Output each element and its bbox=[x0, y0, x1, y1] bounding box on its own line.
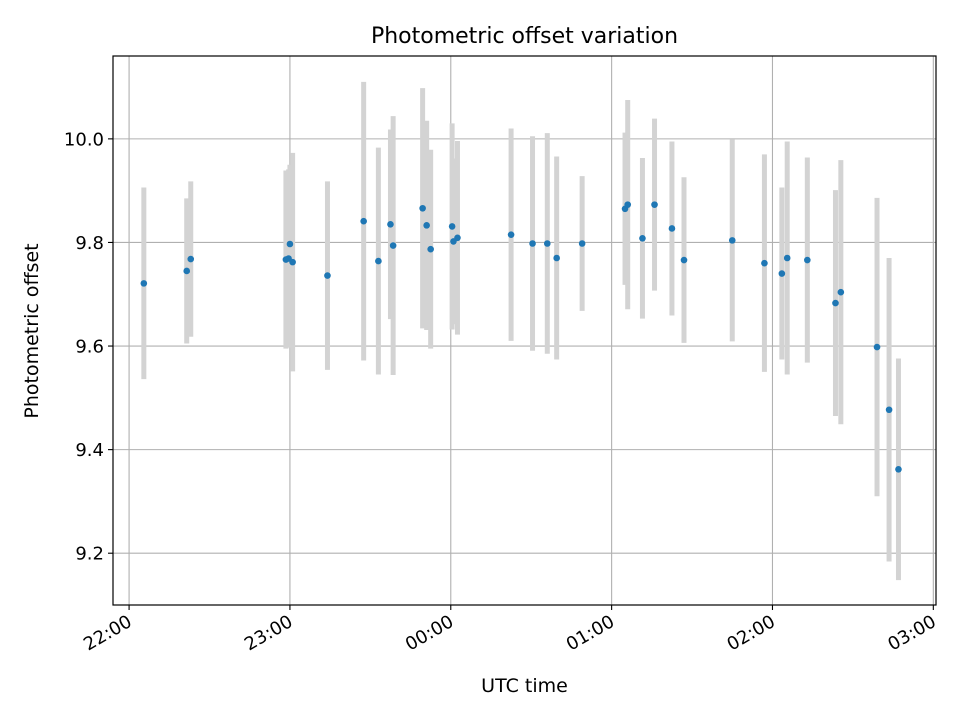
data-point bbox=[286, 240, 294, 248]
data-point bbox=[680, 256, 688, 264]
y-axis-label: Photometric offset bbox=[21, 243, 43, 418]
data-point bbox=[783, 254, 791, 262]
data-point bbox=[387, 221, 394, 228]
data-point bbox=[837, 288, 845, 296]
data-point bbox=[423, 222, 430, 229]
data-point bbox=[187, 255, 195, 263]
data-point bbox=[419, 204, 426, 212]
data-point bbox=[448, 223, 456, 230]
data-point bbox=[389, 242, 397, 249]
y-tick-label: 9.6 bbox=[75, 337, 104, 358]
y-tick-label: 10.0 bbox=[64, 129, 104, 150]
chart-title: Photometric offset variation bbox=[371, 24, 678, 49]
data-point bbox=[507, 231, 515, 238]
data-point bbox=[543, 240, 551, 247]
data-point bbox=[624, 201, 632, 208]
data-point bbox=[668, 225, 676, 232]
data-point bbox=[639, 235, 646, 242]
y-axis: 9.2 9.4 9.6 9.8 10.0 bbox=[64, 129, 113, 565]
data-points bbox=[140, 201, 902, 473]
data-point bbox=[454, 234, 461, 242]
data-point bbox=[375, 257, 382, 265]
y-tick-label: 9.2 bbox=[75, 544, 104, 565]
data-point bbox=[832, 299, 839, 307]
data-point bbox=[140, 280, 148, 287]
data-point bbox=[427, 245, 434, 253]
data-point bbox=[289, 258, 296, 266]
data-point bbox=[529, 240, 536, 247]
x-axis-label: UTC time bbox=[481, 675, 568, 697]
data-point bbox=[895, 466, 902, 473]
data-point bbox=[578, 240, 586, 247]
y-tick-label: 9.8 bbox=[75, 233, 104, 254]
data-point bbox=[651, 201, 658, 208]
data-point bbox=[873, 343, 881, 351]
y-tick-label: 9.4 bbox=[75, 440, 104, 461]
data-point bbox=[761, 259, 768, 267]
plot-frame bbox=[112, 55, 937, 606]
data-point bbox=[553, 254, 560, 262]
data-point bbox=[804, 256, 811, 264]
data-point bbox=[360, 217, 367, 225]
data-point bbox=[728, 237, 736, 244]
data-point bbox=[778, 270, 786, 277]
data-point bbox=[885, 406, 893, 414]
data-point bbox=[183, 267, 191, 275]
data-point bbox=[324, 272, 331, 279]
